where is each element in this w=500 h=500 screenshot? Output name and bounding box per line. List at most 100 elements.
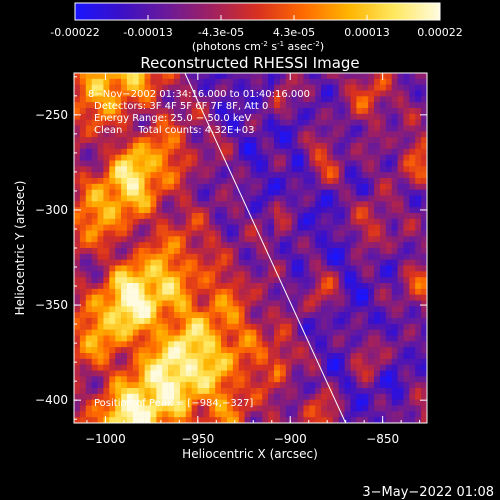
heatmap-cell bbox=[197, 84, 204, 91]
heatmap-cell bbox=[138, 323, 145, 330]
heatmap-cell bbox=[197, 335, 204, 342]
heatmap-cell bbox=[374, 125, 381, 132]
heatmap-cell bbox=[191, 189, 198, 196]
heatmap-cell bbox=[132, 201, 140, 208]
heatmap-cell bbox=[397, 277, 404, 284]
heatmap-cell bbox=[403, 178, 410, 185]
heatmap-cell bbox=[126, 102, 134, 109]
heatmap-cell bbox=[226, 218, 234, 225]
heatmap-cell bbox=[232, 277, 240, 284]
heatmap-cell bbox=[121, 347, 128, 354]
heatmap-cell bbox=[132, 388, 140, 395]
heatmap-cell bbox=[162, 137, 169, 144]
heatmap-cell bbox=[297, 277, 304, 284]
heatmap-cell bbox=[156, 131, 163, 138]
heatmap-cell bbox=[403, 131, 410, 138]
heatmap-cell bbox=[109, 119, 116, 126]
heatmap-cell bbox=[191, 248, 198, 255]
heatmap-cell bbox=[344, 382, 351, 389]
heatmap-cell bbox=[397, 288, 404, 295]
heatmap-cell bbox=[297, 119, 304, 126]
heatmap-cell bbox=[332, 393, 340, 400]
heatmap-cell bbox=[121, 370, 128, 377]
heatmap-cell bbox=[285, 84, 292, 91]
heatmap-cell bbox=[85, 218, 92, 225]
heatmap-cell bbox=[91, 131, 98, 138]
heatmap-cell bbox=[279, 323, 287, 330]
heatmap-cell bbox=[421, 137, 427, 144]
heatmap-cell bbox=[79, 370, 87, 377]
heatmap-cell bbox=[379, 248, 387, 255]
heatmap-cell bbox=[103, 218, 110, 225]
time-range-label: 8−Nov−2002 01:34:16.000 to 01:40:16.000 bbox=[88, 89, 310, 100]
heatmap-cell bbox=[197, 364, 204, 371]
heatmap-cell bbox=[209, 253, 216, 260]
heatmap-cell bbox=[226, 131, 234, 138]
heatmap-cell bbox=[162, 388, 169, 395]
heatmap-cell bbox=[215, 166, 222, 173]
heatmap-cell bbox=[79, 178, 87, 185]
heatmap-cell bbox=[356, 300, 363, 307]
heatmap-cell bbox=[91, 230, 98, 237]
heatmap-cell bbox=[115, 137, 122, 144]
heatmap-cell bbox=[303, 288, 310, 295]
heatmap-cell bbox=[297, 113, 304, 120]
heatmap-cell bbox=[262, 183, 269, 190]
heatmap-cell bbox=[385, 370, 392, 377]
heatmap-cell bbox=[74, 335, 81, 342]
heatmap-cell bbox=[326, 353, 334, 360]
heatmap-cell bbox=[103, 323, 110, 330]
heatmap-cell bbox=[156, 96, 163, 103]
heatmap-cell bbox=[185, 253, 192, 260]
heatmap-cell bbox=[138, 388, 145, 395]
heatmap-cell bbox=[138, 102, 145, 109]
heatmap-cell bbox=[79, 288, 87, 295]
heatmap-cell bbox=[309, 376, 316, 383]
heatmap-cell bbox=[79, 265, 87, 272]
heatmap-cell bbox=[97, 207, 104, 214]
heatmap-cell bbox=[156, 113, 163, 120]
heatmap-cell bbox=[403, 265, 410, 272]
heatmap-cell bbox=[221, 78, 228, 85]
heatmap-cell bbox=[374, 242, 381, 249]
heatmap-cell bbox=[103, 108, 110, 115]
heatmap-cell bbox=[144, 213, 151, 220]
heatmap-cell bbox=[156, 137, 163, 144]
heatmap-cell bbox=[391, 318, 398, 325]
heatmap-cell bbox=[97, 288, 104, 295]
heatmap-cell bbox=[179, 125, 187, 132]
heatmap-cell bbox=[285, 78, 292, 85]
heatmap-cell bbox=[168, 288, 175, 295]
heatmap-cell bbox=[356, 253, 363, 260]
heatmap-cell bbox=[421, 236, 427, 243]
heatmap-cell bbox=[191, 224, 198, 231]
heatmap-cell bbox=[315, 137, 322, 144]
heatmap-cell bbox=[156, 318, 163, 325]
heatmap-cell bbox=[226, 166, 234, 173]
heatmap-cell bbox=[221, 166, 228, 173]
heatmap-cell bbox=[132, 329, 140, 336]
heatmap-cell bbox=[203, 242, 210, 249]
heatmap-cell bbox=[279, 347, 287, 354]
heatmap-cell bbox=[85, 300, 92, 307]
heatmap-cell bbox=[179, 189, 187, 196]
heatmap-cell bbox=[174, 230, 181, 237]
heatmap-cell bbox=[403, 288, 410, 295]
heatmap-cell bbox=[268, 78, 275, 85]
heatmap-cell bbox=[391, 382, 398, 389]
heatmap-cell bbox=[103, 236, 110, 243]
heatmap-cell bbox=[421, 96, 427, 103]
heatmap-cell bbox=[156, 125, 163, 132]
heatmap-cell bbox=[232, 143, 240, 150]
heatmap-cell bbox=[150, 119, 157, 126]
heatmap-cell bbox=[74, 393, 81, 400]
heatmap-cell bbox=[174, 143, 181, 150]
heatmap-cell bbox=[250, 242, 257, 249]
heatmap-cell bbox=[362, 195, 369, 202]
heatmap-cell bbox=[391, 172, 398, 179]
heatmap-cell bbox=[285, 265, 292, 272]
heatmap-cell bbox=[256, 253, 263, 260]
heatmap-cell bbox=[85, 388, 92, 395]
heatmap-cell bbox=[115, 306, 122, 313]
heatmap-cell bbox=[209, 376, 216, 383]
